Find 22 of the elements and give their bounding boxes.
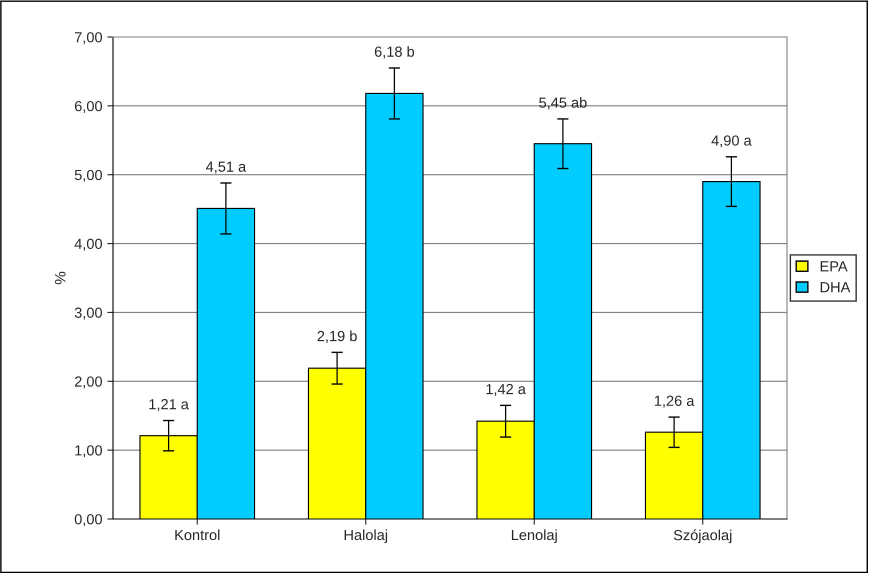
data-label: 1,21 a — [149, 399, 189, 412]
y-tick-label: 6,00 — [74, 100, 102, 114]
y-tick-label: 0,00 — [74, 514, 102, 526]
y-tick-label: 3,00 — [74, 308, 102, 320]
x-tick-label: Kontrol — [175, 529, 220, 540]
data-label: 1,42 a — [486, 384, 526, 396]
y-tick-label: 2,00 — [74, 376, 102, 388]
y-tick-label: 5,00 — [74, 170, 102, 182]
x-tick-label: Lenolaj — [512, 529, 557, 544]
y-tick-label: 7,00 — [74, 32, 102, 44]
legend-label: EPA — [820, 261, 848, 272]
y-axis-title: % — [54, 272, 66, 284]
x-tick-label: Halolaj — [344, 529, 388, 544]
x-tick-label: Szójaolaj — [674, 529, 732, 544]
data-label: 2,19 b — [318, 330, 357, 343]
data-label: 4,51 a — [206, 162, 246, 174]
y-tick-label: 1,00 — [75, 445, 102, 458]
data-label: 6,18 b — [374, 46, 414, 59]
data-label: 4,90 a — [711, 135, 752, 148]
y-tick-label: 4,00 — [74, 238, 102, 251]
legend-label: DHA — [820, 282, 850, 292]
data-label: 1,26 a — [654, 396, 694, 408]
